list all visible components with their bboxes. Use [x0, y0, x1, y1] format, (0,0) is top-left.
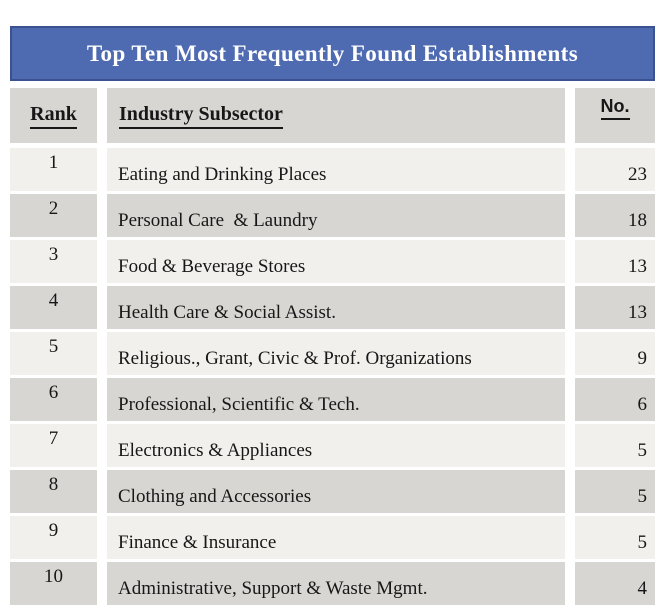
- rank-cell: 4: [10, 286, 97, 329]
- rank-column-header: Rank: [30, 103, 77, 129]
- count-value: 18: [628, 210, 647, 231]
- count-value: 5: [637, 486, 648, 507]
- establishments-table: Rank Industry Subsector No. 1 Eating and…: [10, 88, 655, 608]
- industry-cell: Clothing and Accessories: [107, 470, 565, 513]
- rank-value: 5: [48, 336, 59, 357]
- table-row: 2 Personal Care & Laundry 18: [10, 194, 655, 237]
- page-title: Top Ten Most Frequently Found Establishm…: [86, 40, 579, 66]
- industry-value: Personal Care & Laundry: [118, 210, 318, 231]
- industry-value: Eating and Drinking Places: [118, 164, 327, 185]
- count-cell: 5: [575, 516, 655, 559]
- rank-value: 1: [48, 152, 59, 173]
- count-value: 5: [637, 440, 648, 461]
- table-row: 1 Eating and Drinking Places 23: [10, 148, 655, 191]
- table-header-row: Rank Industry Subsector No.: [10, 88, 655, 143]
- table-row: 8 Clothing and Accessories 5: [10, 470, 655, 513]
- rank-value: 4: [48, 290, 59, 311]
- rank-value: 7: [48, 428, 59, 449]
- table-row: 4 Health Care & Social Assist. 13: [10, 286, 655, 329]
- table-body: 1 Eating and Drinking Places 23 2 Person…: [10, 148, 655, 605]
- count-value: 13: [628, 256, 647, 277]
- industry-value: Finance & Insurance: [118, 532, 277, 553]
- count-cell: 13: [575, 286, 655, 329]
- rank-cell: 1: [10, 148, 97, 191]
- count-value: 4: [637, 578, 648, 599]
- industry-cell: Professional, Scientific & Tech.: [107, 378, 565, 421]
- rank-cell: 8: [10, 470, 97, 513]
- table-row: 3 Food & Beverage Stores 13: [10, 240, 655, 283]
- rank-cell: 2: [10, 194, 97, 237]
- industry-value: Administrative, Support & Waste Mgmt.: [118, 578, 428, 599]
- industry-value: Professional, Scientific & Tech.: [118, 394, 360, 415]
- industry-value: Food & Beverage Stores: [118, 256, 306, 277]
- industry-cell: Religious., Grant, Civic & Prof. Organiz…: [107, 332, 565, 375]
- industry-cell: Eating and Drinking Places: [107, 148, 565, 191]
- count-cell: 13: [575, 240, 655, 283]
- rank-cell: 7: [10, 424, 97, 467]
- industry-value: Health Care & Social Assist.: [118, 302, 336, 323]
- header-cell-count: No.: [575, 88, 655, 143]
- table-row: 9 Finance & Insurance 5: [10, 516, 655, 559]
- rank-cell: 5: [10, 332, 97, 375]
- industry-value: Electronics & Appliances: [118, 440, 313, 461]
- count-cell: 4: [575, 562, 655, 605]
- rank-cell: 6: [10, 378, 97, 421]
- industry-cell: Personal Care & Laundry: [107, 194, 565, 237]
- count-cell: 5: [575, 470, 655, 513]
- table-row: 10 Administrative, Support & Waste Mgmt.…: [10, 562, 655, 605]
- rank-cell: 3: [10, 240, 97, 283]
- count-cell: 6: [575, 378, 655, 421]
- industry-cell: Finance & Insurance: [107, 516, 565, 559]
- count-cell: 5: [575, 424, 655, 467]
- count-value: 6: [637, 394, 648, 415]
- rank-value: 8: [48, 474, 59, 495]
- header-cell-rank: Rank: [10, 88, 97, 143]
- table-row: 6 Professional, Scientific & Tech. 6: [10, 378, 655, 421]
- count-value: 9: [637, 348, 648, 369]
- count-cell: 23: [575, 148, 655, 191]
- title-bar: Top Ten Most Frequently Found Establishm…: [10, 26, 655, 81]
- count-column-header: No.: [600, 96, 630, 120]
- industry-cell: Administrative, Support & Waste Mgmt.: [107, 562, 565, 605]
- table-row: 5 Religious., Grant, Civic & Prof. Organ…: [10, 332, 655, 375]
- rank-cell: 9: [10, 516, 97, 559]
- rank-value: 9: [48, 520, 59, 541]
- rank-value: 6: [48, 382, 59, 403]
- rank-cell: 10: [10, 562, 97, 605]
- industry-cell: Food & Beverage Stores: [107, 240, 565, 283]
- count-cell: 9: [575, 332, 655, 375]
- count-cell: 18: [575, 194, 655, 237]
- table-row: 7 Electronics & Appliances 5: [10, 424, 655, 467]
- industry-value: Religious., Grant, Civic & Prof. Organiz…: [118, 348, 472, 369]
- industry-cell: Electronics & Appliances: [107, 424, 565, 467]
- rank-value: 3: [48, 244, 59, 265]
- rank-value: 10: [44, 566, 63, 587]
- count-value: 5: [637, 532, 648, 553]
- header-cell-industry: Industry Subsector: [107, 88, 565, 143]
- count-value: 23: [628, 164, 647, 185]
- industry-value: Clothing and Accessories: [118, 486, 312, 507]
- rank-value: 2: [48, 198, 59, 219]
- industry-cell: Health Care & Social Assist.: [107, 286, 565, 329]
- industry-column-header: Industry Subsector: [119, 103, 283, 129]
- count-value: 13: [628, 302, 647, 323]
